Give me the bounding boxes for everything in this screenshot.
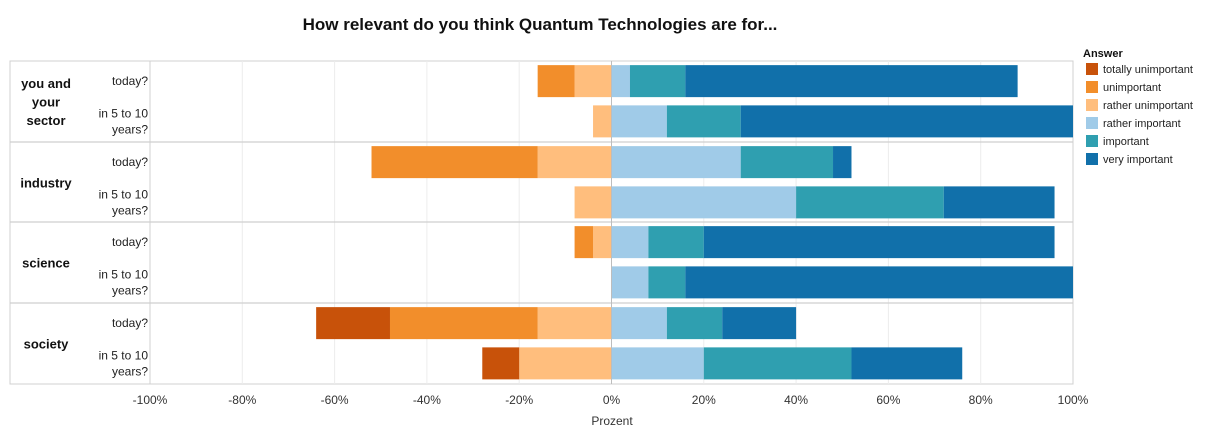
x-axis: -100% -80% -60% -40% -20% 0% 20% 40% 60% 80% 100%	[133, 393, 1089, 407]
bar-you-and-your-sector-rather-important	[611, 65, 630, 98]
row-label: in 5 to 10	[99, 348, 149, 362]
row-label: today?	[112, 74, 148, 88]
row-labels: you and your sector today? in 5 to 10 years? i…	[20, 74, 148, 378]
legend-swatch-rather-unimportant	[1086, 99, 1098, 111]
bar-you-and-your-sector-very-important	[685, 65, 1018, 98]
bar-society-important	[666, 307, 723, 340]
row-label: today?	[112, 235, 148, 249]
x-tick-label: 60%	[876, 393, 900, 407]
bar-industry-rather-unimportant	[537, 146, 612, 179]
legend-label-rather-important: rather important	[1103, 118, 1181, 130]
legend-label-important: important	[1103, 136, 1149, 148]
bar-society-totally-unimportant	[316, 307, 390, 340]
group-label-society: society	[24, 336, 70, 351]
x-axis-title: Prozent	[591, 414, 633, 427]
x-tick-label: -80%	[228, 393, 256, 407]
legend-title: Answer	[1083, 48, 1123, 60]
row-label: years?	[112, 283, 148, 297]
row-label: years?	[112, 364, 148, 378]
group-label-you-and-your-sector: you and	[21, 76, 71, 91]
x-tick-label: 80%	[969, 393, 993, 407]
bar-you-and-your-sector-rather-unimportant	[574, 65, 612, 98]
bar-society-unimportant	[389, 307, 538, 340]
legend-swatch-rather-important	[1086, 117, 1098, 129]
group-label-industry: industry	[20, 175, 72, 190]
bar-you-and-your-sector-very-important	[740, 105, 1073, 138]
bar-society-rather-important	[611, 307, 667, 340]
legend-label-rather-unimportant: rather unimportant	[1103, 100, 1193, 112]
bar-society-rather-unimportant	[519, 347, 612, 380]
row-label: in 5 to 10	[99, 267, 149, 281]
legend-label-totally-unimportant: totally unimportant	[1103, 64, 1193, 76]
row-label: years?	[112, 203, 148, 217]
bar-industry-very-important	[943, 186, 1055, 219]
bar-you-and-your-sector-unimportant	[537, 65, 575, 98]
x-tick-label: 0%	[603, 393, 621, 407]
bar-science-important	[648, 266, 686, 299]
bar-society-important	[703, 347, 852, 380]
bar-society-very-important	[722, 307, 797, 340]
bar-industry-rather-unimportant	[574, 186, 612, 219]
plot-area	[9, 60, 1074, 385]
bar-science-very-important	[703, 226, 1055, 259]
x-tick-label: 40%	[784, 393, 808, 407]
x-tick-label: -60%	[321, 393, 349, 407]
bar-industry-unimportant	[371, 146, 538, 179]
row-label: today?	[112, 316, 148, 330]
bar-science-rather-unimportant	[593, 226, 612, 259]
legend-label-unimportant: unimportant	[1103, 82, 1161, 94]
bar-science-unimportant	[574, 226, 594, 259]
bar-industry-rather-important	[611, 146, 741, 179]
group-label-you-and-your-sector: sector	[26, 113, 65, 128]
legend-swatch-very-important	[1086, 153, 1098, 165]
legend-swatch-important	[1086, 135, 1098, 147]
group-label-you-and-your-sector: your	[32, 94, 60, 109]
bar-industry-rather-important	[611, 186, 797, 219]
x-tick-label: -40%	[413, 393, 441, 407]
x-tick-label: -100%	[133, 393, 168, 407]
bar-science-rather-important	[611, 226, 649, 259]
row-label: today?	[112, 155, 148, 169]
row-label: in 5 to 10	[99, 106, 149, 120]
bar-you-and-your-sector-important	[629, 65, 686, 98]
bar-society-very-important	[851, 347, 963, 380]
bar-science-very-important	[685, 266, 1073, 299]
chart-title: How relevant do you think Quantum Techno…	[303, 15, 778, 34]
bar-science-important	[648, 226, 704, 259]
bar-science-rather-important	[611, 266, 649, 299]
legend-label-very-important: very important	[1103, 154, 1173, 166]
legend: Answer totally unimportant unimportant rat…	[1083, 48, 1193, 166]
legend-swatch-unimportant	[1086, 81, 1098, 93]
row-label: in 5 to 10	[99, 187, 149, 201]
bar-industry-important	[740, 146, 834, 179]
bar-you-and-your-sector-rather-unimportant	[593, 105, 612, 138]
bar-society-totally-unimportant	[482, 347, 520, 380]
row-label: years?	[112, 122, 148, 136]
bar-you-and-your-sector-rather-important	[611, 105, 667, 138]
bar-society-rather-unimportant	[537, 307, 612, 340]
bar-you-and-your-sector-important	[666, 105, 741, 138]
group-label-science: science	[22, 255, 70, 270]
legend-swatch-totally-unimportant	[1086, 63, 1098, 75]
bar-society-rather-important	[611, 347, 704, 380]
bar-industry-very-important	[833, 146, 852, 179]
x-tick-label: 100%	[1058, 393, 1089, 407]
bar-industry-important	[796, 186, 944, 219]
x-tick-label: -20%	[505, 393, 533, 407]
x-tick-label: 20%	[692, 393, 716, 407]
